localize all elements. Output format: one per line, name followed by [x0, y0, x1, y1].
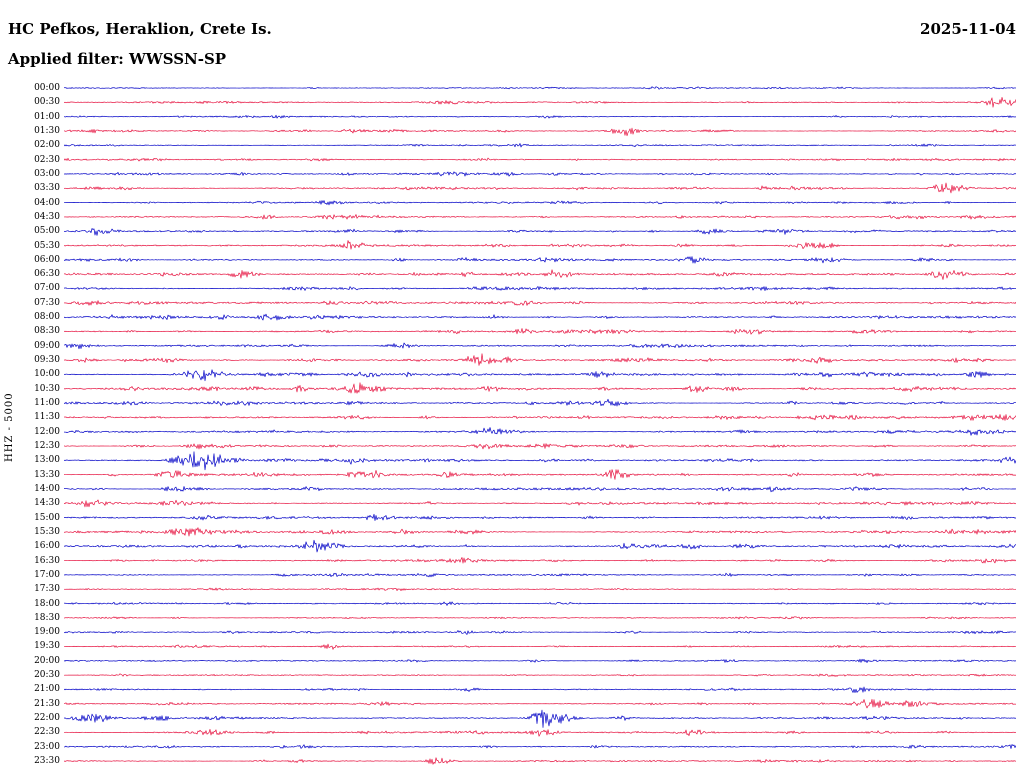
time-label: 13:00 [34, 455, 60, 466]
time-label: 03:30 [34, 183, 60, 194]
time-label: 01:30 [34, 125, 60, 136]
time-label: 18:30 [34, 612, 60, 623]
time-label: 08:30 [34, 326, 60, 337]
time-label: 07:00 [34, 283, 60, 294]
time-label: 00:00 [34, 83, 60, 93]
time-label: 21:00 [34, 684, 60, 695]
time-label: 14:00 [34, 483, 60, 494]
filter-label: Applied filter: WWSSN-SP [8, 50, 227, 68]
time-label: 22:30 [34, 727, 60, 738]
time-label: 11:30 [34, 412, 60, 423]
time-label: 20:00 [34, 655, 60, 666]
time-label: 11:00 [34, 398, 60, 409]
time-label: 00:30 [34, 97, 60, 108]
time-label: 16:30 [34, 555, 60, 566]
time-label: 13:30 [34, 469, 60, 480]
time-label: 19:30 [34, 641, 60, 652]
channel-scale-label: HHZ - 5000 [4, 392, 15, 462]
time-label: 06:30 [34, 269, 60, 280]
time-label: 04:00 [34, 197, 60, 208]
time-label: 09:30 [34, 355, 60, 366]
time-label: 14:30 [34, 498, 60, 509]
time-label: 10:00 [34, 369, 60, 380]
time-label: 05:30 [34, 240, 60, 251]
time-label: 10:30 [34, 383, 60, 394]
time-label: 02:00 [34, 140, 60, 151]
time-label: 15:00 [34, 512, 60, 523]
time-label: 21:30 [34, 698, 60, 709]
time-label: 04:30 [34, 211, 60, 222]
time-label: 20:30 [34, 670, 60, 681]
time-label: 03:00 [34, 168, 60, 179]
time-label: 23:30 [34, 756, 60, 767]
time-label: 05:00 [34, 226, 60, 237]
time-label: 18:00 [34, 598, 60, 609]
time-label: 23:00 [34, 741, 60, 752]
time-label: 19:00 [34, 627, 60, 638]
time-label: 15:30 [34, 526, 60, 537]
time-label: 07:30 [34, 297, 60, 308]
time-label: 08:00 [34, 312, 60, 323]
time-label: 16:00 [34, 541, 60, 552]
time-label: 17:30 [34, 584, 60, 595]
station-title: HC Pefkos, Heraklion, Crete Is. [8, 20, 272, 38]
time-label: 01:00 [34, 111, 60, 122]
time-label: 06:00 [34, 254, 60, 265]
time-label: 17:00 [34, 569, 60, 580]
date-label: 2025-11-04 [920, 20, 1016, 38]
time-label: 12:30 [34, 441, 60, 451]
time-label: 22:00 [34, 713, 60, 724]
time-label: 02:30 [34, 154, 60, 165]
seismogram-traces [64, 82, 1016, 772]
time-label: 12:00 [34, 426, 60, 437]
time-label: 09:00 [34, 340, 60, 351]
